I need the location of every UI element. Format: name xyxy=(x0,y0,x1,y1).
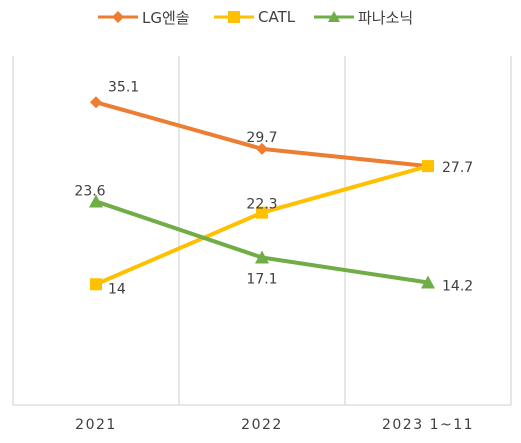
x-tick-label: 2021 xyxy=(75,417,117,433)
data-point-marker xyxy=(256,142,268,155)
data-point-marker xyxy=(89,194,103,208)
legend-marker-square-icon xyxy=(214,11,254,23)
data-label: 22.3 xyxy=(246,197,277,213)
data-point-marker xyxy=(90,278,102,291)
legend-label-lg: LG엔솔 xyxy=(142,8,190,27)
data-point-marker xyxy=(421,275,435,289)
legend: LG엔솔 CATL 파나소닉 xyxy=(0,6,521,28)
legend-item-catl: CATL xyxy=(214,6,295,28)
x-tick-label: 2022 xyxy=(241,417,283,433)
data-label: 29.7 xyxy=(246,130,277,146)
series-line xyxy=(95,164,429,287)
x-tick-label: 2023 1~11 xyxy=(382,417,474,433)
data-label: 23.6 xyxy=(74,183,105,199)
data-point-marker xyxy=(255,250,269,264)
data-label: 35.1 xyxy=(108,79,139,95)
data-label: 14 xyxy=(108,281,126,297)
legend-marker-triangle-icon xyxy=(314,11,354,22)
data-label: 17.1 xyxy=(246,272,277,288)
legend-marker-diamond-icon xyxy=(98,11,138,23)
data-label: 27.7 xyxy=(442,160,473,176)
data-label: 14.2 xyxy=(442,279,473,295)
data-point-marker xyxy=(90,96,102,109)
legend-item-panasonic: 파나소닉 xyxy=(314,6,413,28)
legend-label-panasonic: 파나소닉 xyxy=(358,8,414,27)
data-point-marker xyxy=(422,160,434,173)
legend-item-lg: LG엔솔 xyxy=(98,6,190,28)
data-point-marker xyxy=(256,206,268,219)
legend-label-catl: CATL xyxy=(258,8,296,26)
